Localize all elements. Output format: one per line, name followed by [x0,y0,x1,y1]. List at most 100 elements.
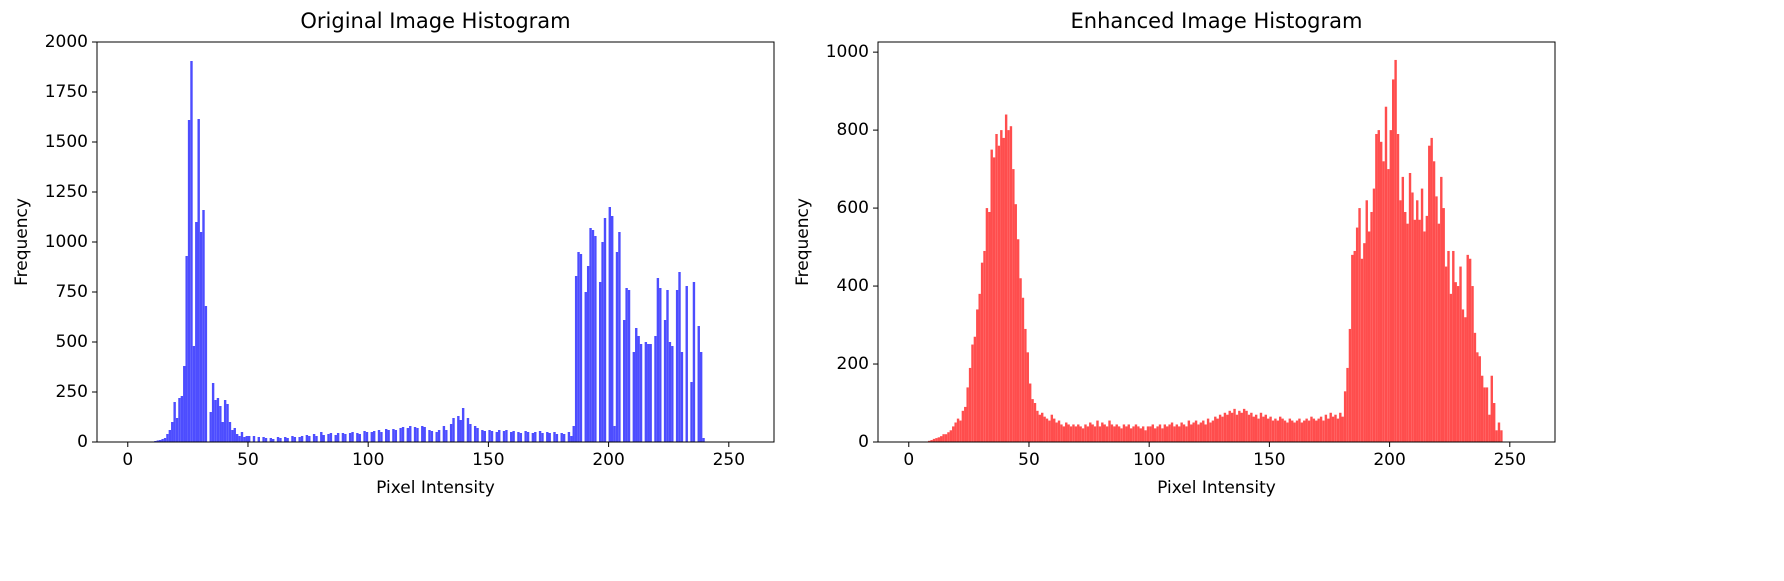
histogram-bar [370,432,373,442]
histogram-bar [1456,286,1460,442]
histogram-bar [348,433,352,442]
x-axis-label: Pixel Intensity [376,478,495,498]
histogram-bar [1122,424,1126,442]
histogram-bar [1055,422,1058,442]
subplot: 0 50 100 150 200 250 0 200 400 600 800 1000 Enhanced… [793,9,1556,498]
histogram-bar [1293,422,1296,442]
histogram-bar [659,288,662,442]
histogram-bar [1163,424,1167,442]
histogram-bar [1089,422,1092,442]
histogram-bar [1454,282,1457,442]
histogram-bar [1392,79,1395,442]
histogram-bar [668,342,672,442]
histogram-bar [187,120,191,442]
histogram-bar [603,218,607,442]
histogram-bar [598,282,602,442]
histogram-bar [1355,227,1359,442]
histogram-bar [1336,418,1340,442]
histogram-bar [1247,414,1251,442]
histogram-bar [1065,422,1068,442]
histogram-bar [1026,352,1029,442]
y-axis-label: Frequency [12,198,32,286]
histogram-bar [1216,418,1219,442]
histogram-bar [570,436,573,442]
histogram-bar [1098,426,1102,442]
histogram-bar [466,418,470,442]
histogram-bar [1449,293,1453,442]
histogram-bar [618,232,621,442]
y-tick-label: 200 [837,354,869,374]
histogram-bar [699,352,703,442]
histogram-bar [1096,420,1099,442]
histogram-bar [1016,239,1020,442]
histogram-bar [1283,420,1287,442]
histogram-bar [1473,332,1477,442]
histogram-bar [1060,424,1063,442]
histogram-bar [1339,412,1342,442]
histogram-bar [1430,137,1433,442]
histogram-bar [245,436,248,442]
histogram-bar [385,429,388,442]
histogram-bar [240,432,244,442]
histogram-bar [190,61,193,442]
histogram-bar [1360,258,1364,442]
histogram-bar [685,286,688,442]
histogram-bar [1050,414,1054,442]
histogram-bar [639,344,643,442]
histogram-bar [1435,196,1438,442]
histogram-bar [1000,130,1003,442]
histogram-bar [995,134,998,442]
histogram-bar [394,430,398,442]
y-tick-label: 1000 [45,232,88,252]
y-tick-label: 800 [837,120,869,140]
histogram-bar [1497,422,1501,442]
histogram-bar [1271,420,1275,442]
histogram-bar [1002,137,1005,442]
histogram-bar [377,430,381,442]
histogram-bar [1038,414,1041,442]
histogram-bar [541,433,544,442]
histogram-bar [510,432,513,442]
histogram-bar [1221,416,1224,442]
histogram-bar [1242,408,1246,442]
histogram-bar [1322,420,1325,442]
histogram-bar [219,406,222,442]
histogram-bar [1452,250,1455,442]
histogram-bar [1324,414,1328,442]
histogram-bar [161,439,164,442]
histogram-bar [1291,420,1294,442]
histogram-bar [1353,250,1356,442]
histogram-bar [1093,426,1097,442]
histogram-bar [1175,424,1179,442]
histogram-bar [1144,430,1147,442]
histogram-bar [1375,134,1378,442]
histogram-bar [1379,141,1383,443]
histogram-bar [423,427,426,442]
histogram-bar [1382,161,1385,442]
histogram-bar [1461,309,1465,442]
histogram-bar [548,433,551,442]
x-tick-label: 150 [1253,450,1285,470]
histogram-bar [928,440,931,442]
histogram-bar [930,440,933,442]
histogram-bar [949,430,953,442]
histogram-bar [156,440,160,442]
histogram-bar [956,418,960,442]
histogram-bar [1091,424,1094,442]
histogram-bar [1240,412,1243,442]
histogram-bar [1490,375,1493,442]
histogram-bar [235,434,239,442]
histogram-bar [1329,412,1332,442]
histogram-bar [952,426,955,442]
histogram-bar [613,426,616,442]
histogram-bar [1384,106,1388,442]
histogram-bar [562,434,566,442]
histogram-bar [1137,426,1140,442]
histogram-bar [1334,414,1337,442]
histogram-bar [1113,426,1116,442]
histogram-bar [1331,416,1335,442]
histogram-bar [1471,286,1474,442]
histogram-bar [623,320,626,442]
x-tick-label: 0 [903,450,914,470]
